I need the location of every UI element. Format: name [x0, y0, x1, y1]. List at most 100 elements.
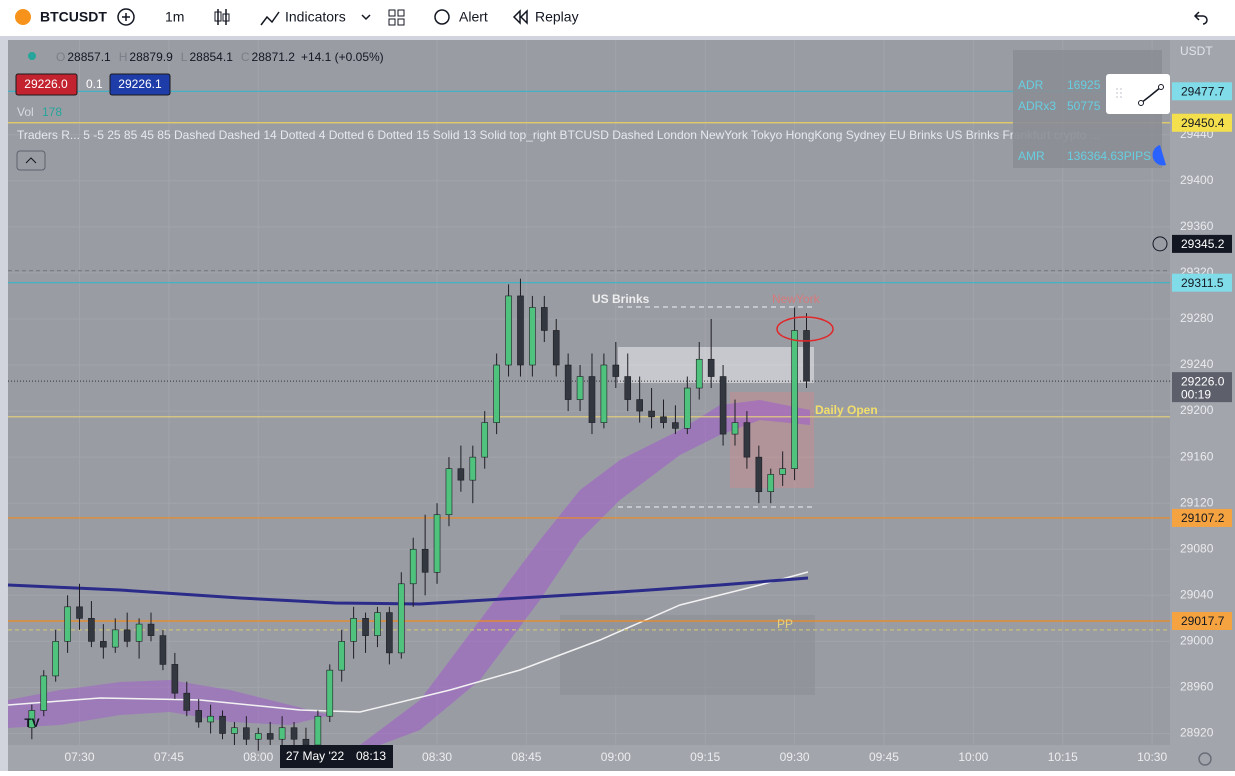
candle-body — [672, 422, 679, 429]
candle-body — [421, 548, 429, 573]
candle-body — [52, 641, 59, 677]
indicator-legend: Traders R... 5 -5 25 85 45 85 Dashed Das… — [17, 128, 1100, 142]
candle-body — [469, 456, 477, 481]
candle-body — [648, 410, 655, 418]
stats-cell: AMR — [1018, 149, 1045, 163]
compare-button[interactable] — [117, 8, 135, 26]
y-tick-label: 29200 — [1180, 403, 1214, 417]
stats-cell: 50775 — [1067, 99, 1101, 113]
candle-body — [100, 641, 107, 648]
ohlc-key: L — [181, 50, 188, 64]
candle-body — [457, 468, 465, 481]
brinks-range — [618, 306, 815, 508]
collapse-button[interactable] — [16, 150, 46, 171]
toolbar — [0, 0, 1235, 36]
drawing-ellipse — [776, 316, 834, 342]
candle-body — [76, 606, 83, 619]
crosshair-time-box — [350, 745, 393, 768]
ohlc-key: O — [56, 50, 65, 64]
candle-body — [302, 738, 310, 746]
price-timer: 00:19 — [1181, 387, 1211, 401]
price-badge-label: 29226.0 — [1181, 374, 1225, 388]
undo-button[interactable] — [1193, 11, 1208, 25]
ohlc-change: +14.1 (+0.05%) — [301, 50, 384, 64]
ohlc-value: 28854.1 — [189, 50, 233, 64]
candle-body — [171, 664, 179, 694]
templates-chevron[interactable] — [361, 14, 371, 21]
candle-body — [576, 376, 584, 400]
stats-rows: ADR 16925 ADRx3 50775 AMR 136364.63PIPS — [1018, 78, 1151, 163]
ohlc-legend: O 28857.1 H 28879.9 L 28854.1 C 28871.2 +14.1 (+… — [56, 50, 384, 64]
symbol[interactable]: BTCUSDT — [40, 9, 107, 25]
replay-button[interactable]: Replay — [535, 9, 579, 25]
x-tick-label: 08:00 — [243, 750, 273, 764]
interval[interactable]: 1m — [165, 9, 184, 25]
annotation: US Brinks — [592, 292, 650, 306]
x-tick-label: 08:45 — [511, 750, 541, 764]
candle-body — [600, 364, 608, 423]
sell-box[interactable] — [15, 73, 78, 96]
buy-box[interactable] — [109, 73, 171, 96]
drag-handle[interactable] — [1116, 88, 1122, 100]
x-tick-label: 08:30 — [422, 750, 452, 764]
candle-body — [695, 358, 703, 389]
y-tick-label: 29400 — [1180, 173, 1214, 187]
candle-body — [326, 669, 334, 717]
y-tick-label: 29000 — [1180, 634, 1214, 648]
alert-icon — [434, 9, 450, 25]
crosshair-date-box — [280, 745, 350, 768]
price-badge-label: 29311.5 — [1181, 276, 1224, 290]
x-tick-label: 07:30 — [64, 750, 94, 764]
y-tick-label: 29120 — [1180, 495, 1214, 509]
candle-body — [135, 623, 143, 642]
candle-body — [278, 727, 286, 740]
price-badge — [1172, 234, 1232, 253]
y-tick-label: 29040 — [1180, 587, 1214, 601]
candle-body — [588, 376, 596, 423]
layout-icon[interactable] — [388, 9, 405, 26]
candle-body — [243, 727, 250, 740]
price-badge — [1172, 113, 1232, 132]
candle-body — [564, 364, 572, 400]
volume-label: Vol — [17, 105, 34, 119]
candle-body — [791, 330, 798, 469]
candle-body — [684, 387, 691, 429]
x-tick-label: 09:00 — [601, 750, 631, 764]
y-tick-label: 29080 — [1180, 541, 1214, 555]
crosshair-time: 08:13 — [356, 749, 386, 763]
candle-body — [111, 629, 119, 648]
candle-body — [397, 583, 405, 654]
price-badge — [1172, 273, 1232, 292]
candle-body — [445, 468, 453, 516]
settings-button[interactable] — [1198, 752, 1212, 766]
currency: USDT — [1180, 44, 1213, 58]
candle-body — [529, 307, 536, 366]
logo[interactable]: TV — [24, 716, 39, 730]
drawing-toolbar — [1106, 74, 1170, 114]
y-tick-label: 29280 — [1180, 311, 1214, 325]
trendline-point — [1158, 84, 1164, 90]
trendline-tool[interactable] — [1140, 86, 1162, 104]
candle-body — [624, 376, 632, 400]
candle-body — [493, 364, 500, 423]
pivot-zone — [560, 615, 815, 695]
alert-button[interactable]: Alert — [459, 9, 488, 25]
price-badge — [1172, 611, 1232, 630]
annotation: NewYork — [772, 292, 821, 306]
x-tick-label: 09:45 — [869, 750, 899, 764]
sell-price: 29226.0 — [24, 77, 68, 91]
price-axis — [1170, 40, 1235, 771]
buy-price: 29226.1 — [118, 77, 162, 91]
candle-body — [254, 733, 262, 740]
trendline-point — [1138, 100, 1144, 106]
candle-body — [552, 330, 560, 366]
candle-body — [159, 635, 167, 665]
indicators-button[interactable]: Indicators — [285, 9, 346, 25]
candle-body — [219, 715, 226, 734]
candle-body — [779, 468, 786, 475]
price-badge — [1172, 372, 1232, 403]
price-badge-label: 29450.4 — [1181, 116, 1225, 130]
ma-cloud — [8, 680, 330, 728]
